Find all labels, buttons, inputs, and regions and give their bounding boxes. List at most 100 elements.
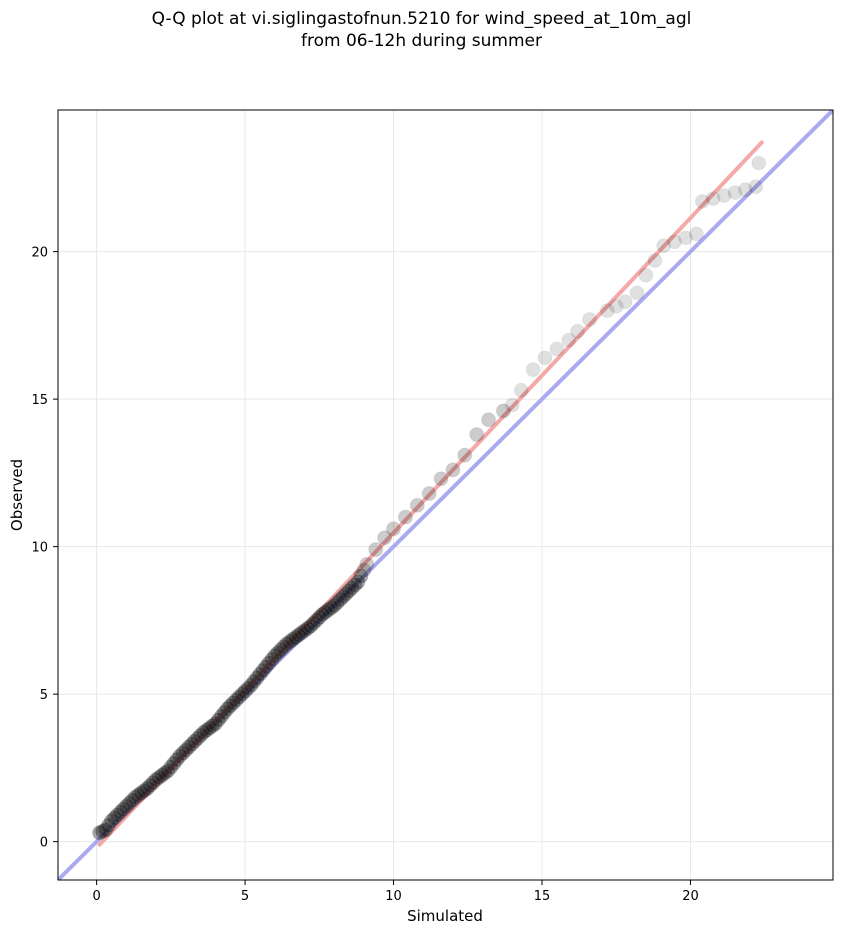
data-point — [386, 521, 402, 537]
data-point — [678, 230, 694, 246]
data-point — [291, 627, 307, 643]
x-tick-label: 15 — [534, 889, 551, 904]
data-point — [716, 188, 732, 204]
data-point — [276, 639, 292, 655]
data-point — [219, 701, 235, 717]
data-point — [350, 574, 366, 590]
data-point — [341, 583, 357, 599]
chart-title: Q-Q plot at vi.siglingastofnun.5210 for … — [0, 8, 843, 52]
data-point — [204, 718, 220, 734]
plot-frame — [57, 109, 834, 881]
x-tick-label: 5 — [241, 889, 249, 904]
data-point — [234, 686, 250, 702]
data-point — [617, 294, 633, 310]
data-point — [433, 471, 449, 487]
data-point — [249, 670, 265, 686]
data-point — [409, 497, 425, 513]
x-tick-label: 10 — [385, 889, 402, 904]
x-tick-label: 20 — [682, 889, 699, 904]
data-point — [751, 155, 767, 171]
data-point — [377, 530, 393, 546]
data-point — [608, 298, 624, 314]
data-point — [261, 655, 277, 671]
data-point — [103, 813, 119, 829]
data-point — [667, 234, 683, 250]
data-point — [270, 645, 286, 661]
data-point — [243, 677, 259, 693]
data-point — [353, 568, 369, 584]
data-point — [133, 785, 149, 801]
data-point — [513, 382, 529, 398]
data-point — [599, 303, 615, 319]
data-point — [332, 592, 348, 608]
data-point — [228, 692, 244, 708]
chart-title-line2: from 06-12h during summer — [301, 31, 542, 51]
data-point — [237, 683, 253, 699]
data-point — [293, 625, 309, 641]
data-point — [288, 629, 304, 645]
data-point — [299, 620, 315, 636]
data-point — [320, 602, 336, 618]
data-point — [561, 332, 577, 348]
data-point — [258, 659, 274, 675]
data-point — [201, 720, 217, 736]
x-tick-label: 0 — [92, 889, 100, 904]
data-point — [504, 397, 520, 413]
data-point — [549, 341, 565, 357]
data-point — [124, 792, 140, 808]
data-point — [169, 752, 185, 768]
data-point — [525, 362, 541, 378]
data-point — [314, 606, 330, 622]
y-axis-label: Observed — [8, 459, 26, 531]
chart-title-line1: Q-Q plot at vi.siglingastofnun.5210 for … — [151, 9, 692, 29]
data-point — [481, 412, 497, 428]
data-point — [112, 804, 128, 820]
data-point — [279, 636, 295, 652]
data-point — [656, 238, 672, 254]
data-point — [356, 562, 372, 578]
x-axis-label: Simulated — [407, 907, 483, 925]
data-point — [145, 775, 161, 791]
data-point — [151, 769, 167, 785]
data-point — [737, 182, 753, 198]
y-tick-label: 0 — [40, 836, 48, 851]
data-point — [100, 817, 116, 833]
data-point — [127, 789, 143, 805]
data-point — [190, 730, 206, 746]
data-point — [323, 600, 339, 616]
data-point — [136, 783, 152, 799]
data-point — [118, 798, 134, 814]
data-point — [359, 556, 375, 572]
data-point — [193, 727, 209, 743]
data-point — [195, 724, 211, 740]
data-point — [308, 612, 324, 628]
data-point — [246, 674, 262, 690]
data-point — [326, 598, 342, 614]
y-tick-label: 5 — [40, 688, 48, 703]
grid — [58, 110, 833, 880]
data-point — [368, 542, 384, 558]
data-point — [347, 577, 363, 593]
data-point — [198, 722, 214, 738]
data-point — [457, 447, 473, 463]
data-point — [115, 801, 131, 817]
data-point — [166, 755, 182, 771]
data-point — [302, 618, 318, 634]
data-point — [139, 781, 155, 797]
y-tick-label: 15 — [31, 393, 48, 408]
y-tick-label: 20 — [31, 246, 48, 261]
data-point — [160, 763, 176, 779]
data-point — [225, 695, 241, 711]
data-point — [445, 462, 461, 478]
data-point — [213, 708, 229, 724]
y-tick-label: 10 — [31, 541, 48, 556]
data-point — [255, 663, 271, 679]
data-point — [106, 810, 122, 826]
data-point — [688, 226, 704, 242]
data-point — [285, 632, 301, 648]
data-point — [748, 179, 764, 195]
data-point — [216, 705, 232, 721]
data-point — [210, 712, 226, 728]
data-point — [629, 285, 645, 301]
data-point — [264, 651, 280, 667]
